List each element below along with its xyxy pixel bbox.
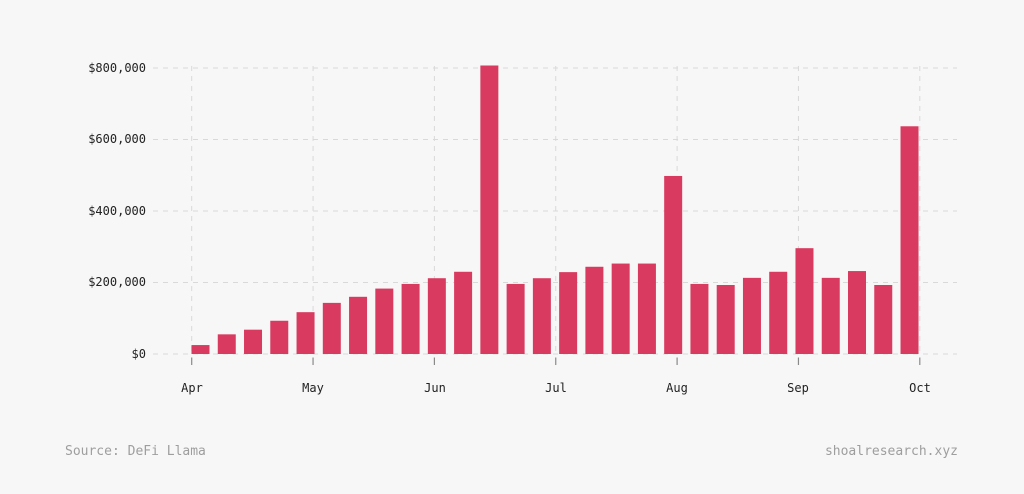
bar xyxy=(270,320,289,354)
bar xyxy=(532,278,551,354)
bar xyxy=(611,263,630,354)
bar xyxy=(769,271,788,354)
y-axis-label: $200,000 xyxy=(88,275,146,289)
bar xyxy=(690,283,709,354)
x-axis-label: Jul xyxy=(545,381,567,395)
bar xyxy=(375,288,394,354)
bar xyxy=(427,278,446,354)
y-axis-label: $800,000 xyxy=(88,61,146,75)
bar xyxy=(349,296,368,354)
bar xyxy=(900,126,919,355)
bar xyxy=(874,285,893,354)
bar xyxy=(244,329,263,354)
bar xyxy=(454,271,473,354)
bar xyxy=(296,312,315,354)
bar xyxy=(401,283,420,354)
bar xyxy=(742,277,761,354)
bar xyxy=(821,277,840,354)
bar xyxy=(795,248,814,354)
x-axis-label: Jun xyxy=(424,381,446,395)
bar xyxy=(664,175,683,354)
bar xyxy=(585,266,604,354)
bar xyxy=(322,302,341,354)
bar xyxy=(480,65,499,354)
bar xyxy=(716,285,735,354)
bar xyxy=(191,345,210,354)
x-axis-label: Oct xyxy=(909,381,931,395)
y-axis-label: $400,000 xyxy=(88,204,146,218)
bar xyxy=(637,263,656,354)
bar xyxy=(559,272,578,354)
x-axis-label: Apr xyxy=(181,381,203,395)
bar xyxy=(506,283,525,354)
bar xyxy=(848,271,866,354)
y-axis-label: $0 xyxy=(131,347,146,361)
site-label: shoalresearch.xyz xyxy=(824,444,958,459)
x-axis-label: Aug xyxy=(666,381,688,395)
x-axis-label: May xyxy=(302,381,324,395)
source-attribution: Source: DeFi Llama xyxy=(65,444,206,459)
y-axis-label: $600,000 xyxy=(88,132,146,146)
bar xyxy=(217,334,236,354)
x-axis-label: Sep xyxy=(787,381,809,395)
